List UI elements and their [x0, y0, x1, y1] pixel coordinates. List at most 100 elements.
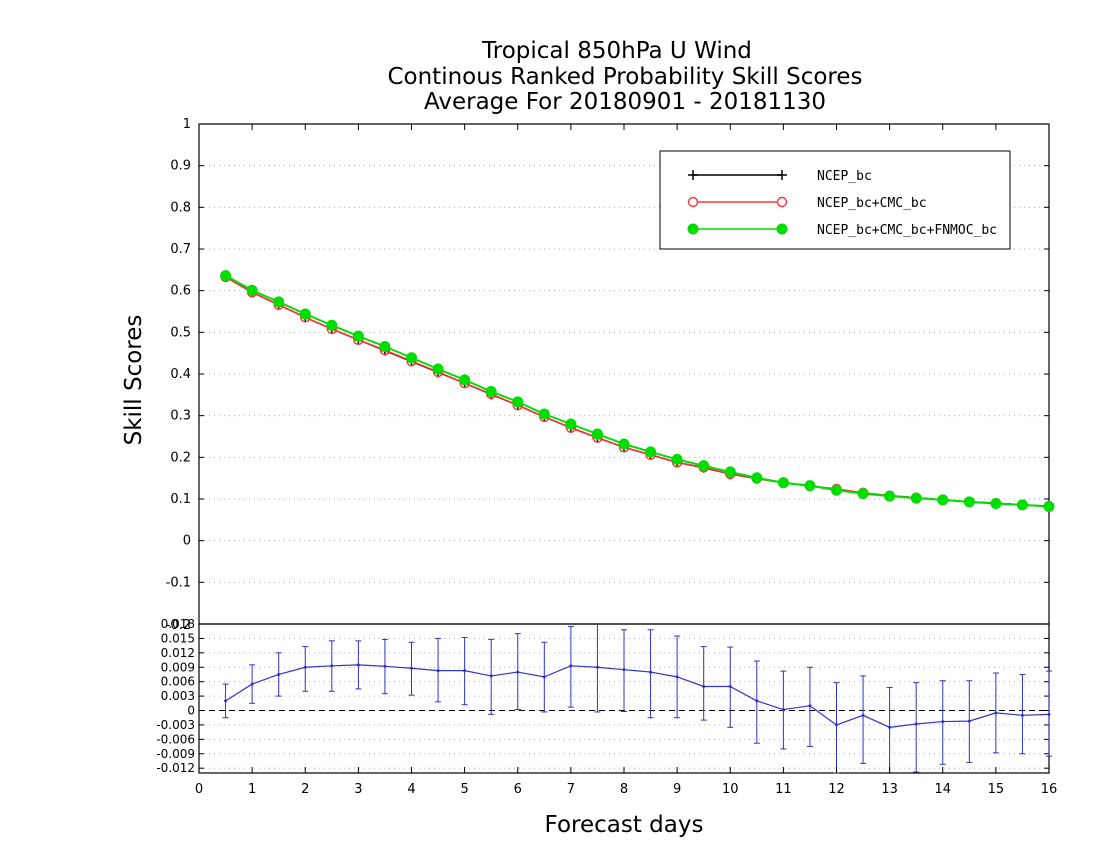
x-tick-label: 16 [1041, 782, 1058, 797]
difference-point [1020, 713, 1024, 717]
point-marker [857, 488, 869, 500]
difference-point [330, 664, 334, 668]
point-marker [831, 484, 842, 496]
y-tick-label-bottom: 0.018 [161, 617, 195, 631]
x-tick-label: 6 [514, 782, 522, 797]
legend-label: NCEP_bc+CMC_bc+FNMOC_bc [817, 223, 997, 238]
point-marker [273, 296, 285, 308]
difference-point [675, 675, 679, 679]
x-tick-label: 2 [301, 782, 309, 797]
y-tick-label-bottom: -0.003 [156, 718, 195, 732]
x-tick-label: 8 [620, 782, 628, 797]
x-tick-label: 15 [988, 782, 1005, 797]
legend: NCEP_bc NCEP_bc+CMC_bc NCEP_bc+CMC_bc+FNMO… [659, 150, 1011, 250]
difference-point [1047, 712, 1051, 716]
point-marker [698, 460, 710, 472]
point-marker [406, 352, 417, 364]
series-line-2 [225, 276, 1050, 507]
series-line-3 [225, 274, 1050, 508]
legend-marker [776, 196, 788, 208]
point-marker [459, 374, 471, 386]
point-marker [591, 428, 603, 440]
difference-point [861, 713, 865, 717]
difference-point [728, 684, 732, 688]
difference-point [941, 720, 945, 724]
point-marker [804, 480, 816, 492]
difference-point [967, 719, 971, 723]
x-tick-label: 1 [248, 782, 256, 797]
y-tick-label: 1 [183, 117, 191, 132]
difference-point [808, 704, 812, 708]
point-marker [220, 270, 232, 282]
difference-point [755, 699, 759, 703]
y-tick-label: 0.2 [170, 450, 191, 465]
point-marker [645, 446, 657, 458]
y-tick-label: 0.6 [170, 284, 191, 299]
difference-point [224, 699, 228, 703]
x-tick-label: 11 [775, 782, 792, 797]
difference-point [994, 711, 998, 715]
point-marker [565, 418, 577, 430]
x-tick-label: 13 [881, 782, 898, 797]
x-tick-label: 14 [934, 782, 951, 797]
point-marker [485, 386, 497, 397]
y-tick-label-bottom: -0.006 [156, 732, 195, 746]
legend-box [659, 150, 1011, 250]
difference-point [914, 722, 918, 726]
point-marker [246, 284, 258, 296]
y-tick-label: 0.9 [170, 159, 191, 174]
y-tick-label: 0.8 [170, 200, 191, 215]
x-tick-label: 12 [828, 782, 845, 797]
y-tick-label-bottom: -0.009 [156, 747, 195, 761]
series-line-1 [225, 276, 1050, 507]
legend-label: NCEP_bc+CMC_bc [817, 196, 927, 211]
y-tick-label: -0.1 [166, 575, 191, 590]
legend-marker [688, 170, 698, 180]
y-tick-label-bottom: 0.012 [161, 646, 195, 660]
x-tick-label: 9 [673, 782, 681, 797]
y-tick-label: 0.4 [170, 367, 191, 382]
x-tick-label: 3 [354, 782, 362, 797]
point-marker [1016, 499, 1028, 511]
point-marker [326, 319, 338, 331]
y-tick-label-bottom: 0.006 [161, 675, 195, 689]
point-marker [937, 494, 949, 506]
x-tick-label: 5 [460, 782, 468, 797]
difference-point [622, 668, 626, 672]
point-marker [751, 472, 763, 484]
y-tick-label-bottom: -0.012 [156, 761, 195, 775]
point-marker [910, 492, 922, 504]
difference-point [835, 723, 838, 727]
point-marker [1043, 501, 1055, 512]
x-axis-label: Forecast days [545, 812, 704, 838]
point-marker [432, 363, 444, 375]
point-marker [777, 477, 789, 489]
difference-point [569, 664, 573, 668]
x-tick-label: 0 [195, 782, 203, 797]
difference-point [781, 708, 785, 712]
difference-point [888, 725, 892, 729]
x-tick-label: 7 [567, 782, 575, 797]
top-panel: -0.1 0 0.1 0.2 0.3 0.4 0.5 0.6 0.7 0.8 0.9 1 -0.2 [166, 117, 1055, 633]
point-marker [512, 396, 524, 408]
y-axis-label: Skill Scores [121, 315, 147, 446]
y-tick-label: 0 [183, 534, 191, 549]
point-marker [379, 341, 391, 352]
chart-title-line-3: Average For 20180901 - 20181130 [424, 89, 826, 115]
difference-point [436, 669, 440, 673]
point-marker [618, 438, 630, 450]
point-marker [671, 453, 683, 465]
point-marker [884, 490, 896, 502]
legend-marker [687, 223, 699, 235]
legend-label: NCEP_bc [817, 169, 872, 184]
legend-marker [776, 223, 788, 235]
point-marker [990, 498, 1002, 510]
difference-point [542, 675, 546, 679]
y-tick-label: 0.7 [170, 242, 191, 257]
chart-title-line-2: Continous Ranked Probability Skill Score… [387, 64, 862, 90]
difference-point [516, 670, 520, 674]
y-tick-label-bottom: 0.015 [161, 631, 195, 645]
point-marker [352, 330, 364, 342]
difference-point [383, 664, 387, 668]
